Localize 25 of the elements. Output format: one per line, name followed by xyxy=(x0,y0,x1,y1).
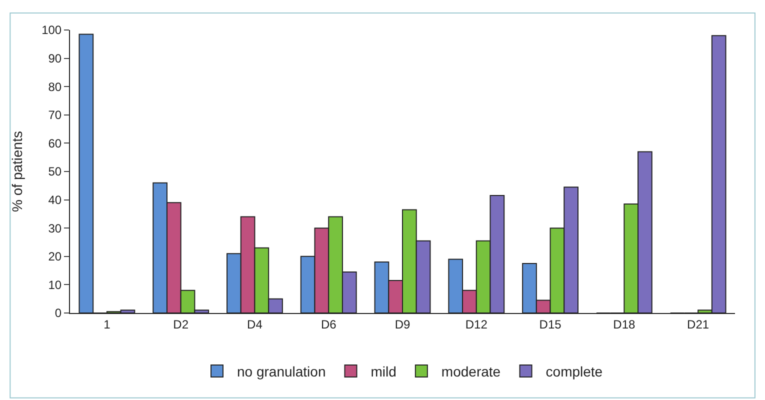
x-tick-label: 1 xyxy=(104,317,111,332)
y-tick-label: 90 xyxy=(48,52,62,66)
y-tick-label: 40 xyxy=(48,193,62,207)
y-axis-title: % of patients xyxy=(9,131,26,212)
x-tick-label: D21 xyxy=(687,317,710,332)
x-tick-label: D4 xyxy=(247,317,263,332)
y-tick-label: 70 xyxy=(48,108,62,122)
x-tick-label: D15 xyxy=(539,317,562,332)
legend-label: moderate xyxy=(441,364,501,380)
y-tick-label: 60 xyxy=(48,136,62,150)
y-tick-label: 80 xyxy=(48,80,62,94)
y-tick-label: 0 xyxy=(54,306,62,320)
x-tick-label: D9 xyxy=(394,317,410,332)
legend-label: complete xyxy=(546,364,603,380)
y-tick-label: 30 xyxy=(48,221,62,236)
y-tick-label: 100 xyxy=(42,23,62,38)
legend-label: mild xyxy=(370,364,396,380)
y-tick-label: 50 xyxy=(48,164,62,179)
y-tick-label: 10 xyxy=(48,278,62,292)
x-tick-label: D12 xyxy=(465,317,488,332)
y-tick-label: 20 xyxy=(48,250,62,264)
legend-label: no granulation xyxy=(237,364,326,380)
x-tick-label: D2 xyxy=(173,317,189,332)
x-tick-label: D6 xyxy=(320,317,337,332)
x-tick-label: D18 xyxy=(613,317,636,332)
